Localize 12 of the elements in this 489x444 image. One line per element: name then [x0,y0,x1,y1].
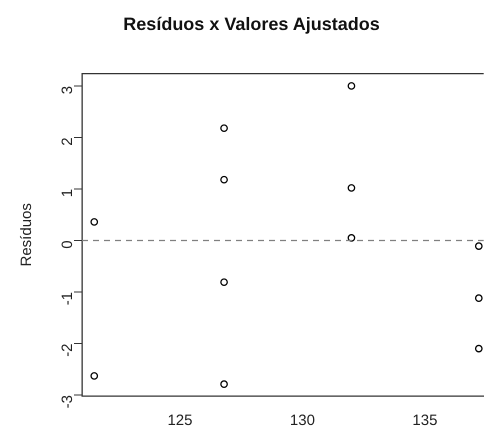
x-tick-label: 130 [290,412,315,430]
y-tick-label: -3 [59,394,76,408]
y-tick-label: 0 [59,240,76,249]
x-tick-label: 135 [412,412,438,430]
y-tick-label: 3 [59,86,76,94]
y-tick-label: -2 [59,343,76,357]
y-tick-label: 1 [59,188,76,198]
y-tick-label: 2 [59,137,76,146]
y-axis-title: Resíduos [18,203,36,266]
y-tick-label: -1 [59,292,76,306]
chart-title: Resíduos x Valores Ajustados [123,14,380,34]
x-tick-label: 125 [167,412,192,430]
